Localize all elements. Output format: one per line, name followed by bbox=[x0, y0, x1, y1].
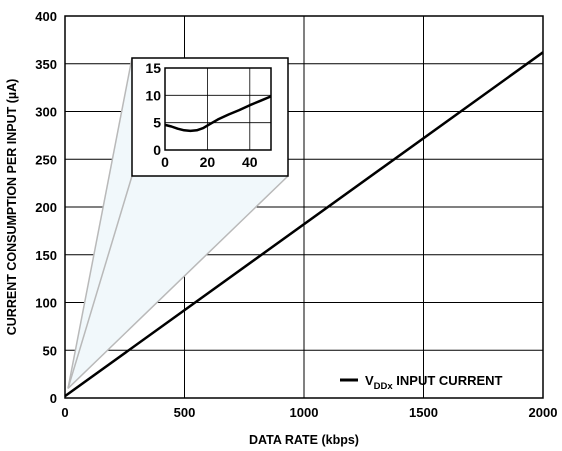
legend-label-suffix: INPUT CURRENT bbox=[393, 373, 503, 388]
wedge-edge bbox=[67, 175, 133, 389]
y-tick-label: 250 bbox=[35, 152, 57, 167]
x-tick-label: 0 bbox=[61, 405, 68, 420]
legend-label: VDDx INPUT CURRENT bbox=[365, 373, 503, 392]
legend-label-sub: DDx bbox=[374, 381, 394, 392]
inset-y-tick-label: 10 bbox=[145, 87, 161, 103]
inset-x-tick-label: 20 bbox=[200, 154, 216, 170]
y-tick-label: 200 bbox=[35, 200, 57, 215]
inset-tick-labels: 0 20 40 0 5 10 15 bbox=[145, 60, 257, 170]
inset-box bbox=[131, 57, 289, 177]
x-tick-label: 1000 bbox=[290, 405, 319, 420]
y-axis-label: CURRENT CONSUMPTION PER INPUT (µA) bbox=[5, 79, 19, 336]
x-axis-label: DATA RATE (kbps) bbox=[249, 433, 359, 447]
wedge-edge bbox=[67, 175, 289, 389]
y-tick-label: 100 bbox=[35, 296, 57, 311]
inset-chart: 0 20 40 0 5 10 15 bbox=[131, 57, 289, 177]
legend: VDDx INPUT CURRENT bbox=[340, 373, 503, 392]
legend-label-main: V bbox=[365, 373, 374, 388]
plot-frame bbox=[64, 15, 544, 399]
x-tick-label: 500 bbox=[174, 405, 196, 420]
series-line-vddx-input-current bbox=[64, 51, 544, 398]
main-series bbox=[64, 51, 544, 398]
inset-y-tick-label: 15 bbox=[145, 60, 161, 76]
inset-y-tick-label: 5 bbox=[153, 115, 161, 131]
y-tick-label: 350 bbox=[35, 57, 57, 72]
inset-zoom-wedge bbox=[67, 57, 289, 389]
x-tick-label: 1500 bbox=[409, 405, 438, 420]
y-tick-label: 150 bbox=[35, 248, 57, 263]
wedge-fill bbox=[68, 58, 288, 389]
inset-series-line bbox=[164, 95, 272, 133]
inset-grid bbox=[165, 68, 271, 150]
wedge-edge bbox=[67, 57, 133, 389]
inset-frame bbox=[164, 67, 272, 151]
y-tick-label: 50 bbox=[43, 343, 57, 358]
y-tick-label: 300 bbox=[35, 105, 57, 120]
x-tick-label: 2000 bbox=[529, 405, 558, 420]
inset-y-tick-label: 0 bbox=[153, 142, 161, 158]
inset-series bbox=[164, 95, 272, 133]
inset-x-tick-label: 40 bbox=[242, 154, 258, 170]
inset-x-tick-label: 0 bbox=[161, 154, 169, 170]
y-tick-label: 0 bbox=[50, 391, 57, 406]
y-tick-label: 400 bbox=[35, 9, 57, 24]
